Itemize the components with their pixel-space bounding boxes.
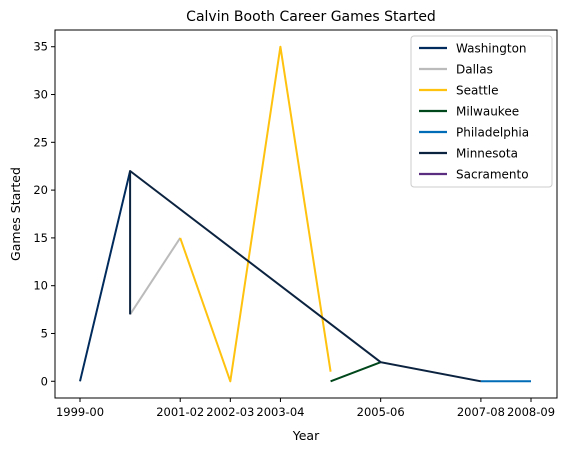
legend: Washington Dallas Seattle Milwaukee Philadel…	[410, 35, 553, 188]
x-tick-label: 2001-02	[156, 405, 204, 419]
legend-item-milwaukee: Milwaukee	[419, 105, 519, 119]
y-tick-label: 5	[41, 326, 48, 340]
y-tick-label: 15	[33, 231, 48, 245]
y-tick-label: 0	[41, 374, 48, 388]
plot-lines	[79, 45, 531, 383]
legend-item-washington: Washington	[419, 42, 527, 56]
y-tick-label: 30	[33, 88, 48, 102]
legend-item-minnesota: Minnesota	[419, 147, 518, 161]
x-tick-label: 2005-06	[357, 405, 405, 419]
legend-item-dallas: Dallas	[419, 63, 493, 77]
legend-label: Milwaukee	[456, 105, 519, 119]
legend-label: Sacramento	[456, 168, 529, 182]
y-tick-label: 35	[33, 40, 48, 54]
x-tick-label: 2008-09	[507, 405, 555, 419]
chart-title: Calvin Booth Career Games Started	[186, 9, 436, 25]
series-line-seattle	[179, 45, 332, 383]
y-tick-label: 10	[33, 279, 48, 293]
x-tick-label: 2003-04	[256, 405, 304, 419]
legend-frame	[410, 35, 553, 188]
series-line-milwaukee	[330, 361, 382, 383]
legend-label: Dallas	[456, 63, 493, 77]
x-tick-label: 1999-00	[56, 405, 104, 419]
legend-label: Seattle	[456, 84, 498, 98]
series-line-washington	[79, 170, 132, 382]
legend-item-seattle: Seattle	[419, 84, 498, 98]
y-axis: 0 5 10 15 20 25 30 35	[33, 40, 55, 388]
y-tick-label: 25	[33, 135, 48, 149]
legend-label: Washington	[456, 42, 527, 56]
plot-frame	[54, 29, 558, 399]
legend-item-philadelphia: Philadelphia	[419, 126, 529, 140]
y-tick-label: 20	[33, 183, 48, 197]
series-line-dallas	[129, 237, 182, 315]
legend-label: Philadelphia	[456, 126, 529, 140]
y-axis-label: Games Started	[8, 167, 23, 261]
legend-label: Minnesota	[456, 147, 518, 161]
legend-item-sacramento: Sacramento	[419, 168, 529, 182]
series-line-minnesota	[129, 170, 482, 383]
x-tick-label: 2007-08	[457, 405, 505, 419]
x-axis: 1999-00 2001-02 2002-03 2003-04 2005-06 2007-…	[56, 398, 555, 419]
x-tick-label: 2002-03	[206, 405, 254, 419]
x-axis-label: Year	[292, 428, 320, 443]
